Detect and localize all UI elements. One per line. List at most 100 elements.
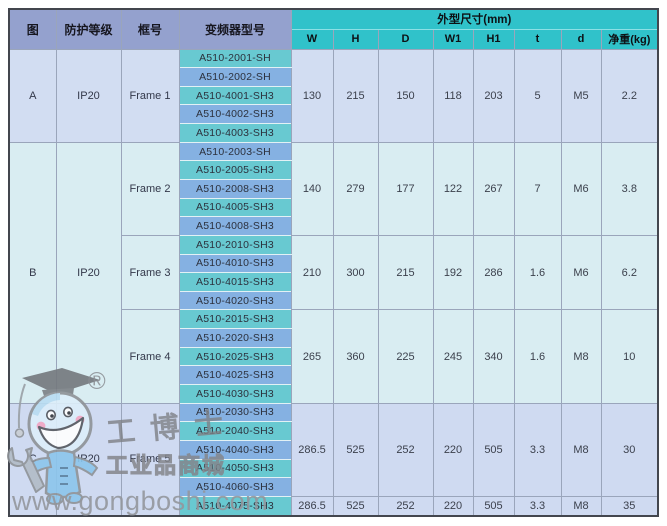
dim-h: 525 xyxy=(332,402,379,497)
header-figure: 图 xyxy=(8,8,57,50)
model-cell: A510-4040-SH3 xyxy=(178,439,292,460)
dim-h: 360 xyxy=(332,309,379,404)
table-row: A IP20 Frame 1 A510-2001-SH 130 215 150 … xyxy=(8,48,659,143)
dim-w1: 192 xyxy=(432,234,474,311)
dim-h1: 286 xyxy=(472,234,515,311)
dim-h1: 505 xyxy=(472,402,515,497)
dim-t: 3.3 xyxy=(513,402,562,497)
model-cell: A510-4020-SH3 xyxy=(178,290,292,311)
dim-w: 265 xyxy=(290,309,334,404)
dim-w1: 220 xyxy=(432,402,474,497)
table-row: A510-4002-SH3 xyxy=(9,104,658,125)
frame-cell: Frame 4 xyxy=(120,309,180,404)
table-row: Frame 3 A510-2010-SH3 210 300 215 192 28… xyxy=(9,234,659,311)
header-dimensions-group: 外型尺寸(mm) xyxy=(290,8,659,30)
dim-h: 525 xyxy=(332,495,379,517)
model-cell: A510-4075-SH3 xyxy=(178,495,292,517)
dim-h1: 340 xyxy=(472,309,515,404)
table-row: C IP20 Frame 5 A510-2030-SH3 286.5 525 2… xyxy=(8,402,659,517)
protection-cell: IP20 xyxy=(55,48,122,143)
model-cell: A510-2040-SH3 xyxy=(178,421,292,441)
dim-t: 5 xyxy=(513,48,562,143)
table-row: A510-2008-SH3 xyxy=(9,178,658,199)
header-dim-h: H xyxy=(332,28,379,50)
dim-t: 3.3 xyxy=(513,495,562,517)
dim-h: 215 xyxy=(332,48,379,143)
frame-cell: Frame 3 xyxy=(120,234,180,311)
table-row: A510-4030-SH3 xyxy=(9,384,658,404)
frame-cell: Frame 5 xyxy=(120,402,180,517)
dim-t: 1.6 xyxy=(513,234,562,311)
model-cell: A510-4060-SH3 xyxy=(178,477,292,497)
figure-cell: C xyxy=(8,402,57,517)
table-row: A510-4005-SH3 xyxy=(9,197,658,218)
spec-table: 图 防护等级 框号 变频器型号 外型尺寸(mm) W H D W1 H1 t d… xyxy=(8,8,660,517)
dim-weight: 35 xyxy=(600,495,659,517)
table-row: Frame 4 A510-2015-SH3 265 360 225 245 34… xyxy=(9,309,659,404)
header-model: 变频器型号 xyxy=(178,8,292,50)
dim-w: 140 xyxy=(290,141,334,236)
dim-d: 252 xyxy=(377,402,434,497)
protection-cell: IP20 xyxy=(55,402,122,517)
table-row: A510-2002-SH xyxy=(9,67,658,87)
model-cell: A510-2003-SH xyxy=(178,141,292,162)
dim-w: 286.5 xyxy=(290,495,334,517)
figure-cell: A xyxy=(8,48,57,143)
dim-d: 150 xyxy=(377,48,434,143)
table-row: A510-4075-SH3 286.5 525 252 220 505 3.3 … xyxy=(9,495,659,517)
dim-d: 215 xyxy=(377,234,434,311)
model-cell: A510-2015-SH3 xyxy=(178,309,292,330)
table-row: A510-4001-SH3 xyxy=(9,85,658,106)
model-cell: A510-2005-SH3 xyxy=(178,160,292,180)
model-cell: A510-4015-SH3 xyxy=(178,272,292,292)
table-row: A510-4040-SH3 xyxy=(9,439,658,460)
header-protection: 防护等级 xyxy=(55,8,122,50)
dim-screw: M5 xyxy=(560,48,602,143)
dim-screw: M6 xyxy=(560,234,602,311)
model-cell: A510-4002-SH3 xyxy=(178,104,292,125)
model-cell: A510-2020-SH3 xyxy=(178,328,292,348)
model-cell: A510-4010-SH3 xyxy=(178,253,292,274)
model-cell: A510-2025-SH3 xyxy=(178,346,292,367)
dim-t: 7 xyxy=(513,141,562,236)
frame-cell: Frame 1 xyxy=(120,48,180,143)
protection-cell: IP20 xyxy=(55,141,122,404)
model-cell: A510-4001-SH3 xyxy=(178,85,292,106)
dim-weight: 30 xyxy=(600,402,659,497)
table-row: A510-4015-SH3 xyxy=(9,272,658,292)
dim-w: 210 xyxy=(290,234,334,311)
model-cell: A510-2010-SH3 xyxy=(178,234,292,255)
dim-w1: 220 xyxy=(432,495,474,517)
table-row: A510-4050-SH3 xyxy=(9,458,658,479)
dim-h: 279 xyxy=(332,141,379,236)
table-row: A510-4025-SH3 xyxy=(9,365,658,386)
model-cell: A510-2030-SH3 xyxy=(178,402,292,423)
figure-cell: B xyxy=(8,141,57,404)
model-cell: A510-2002-SH xyxy=(178,67,292,87)
dim-w1: 245 xyxy=(432,309,474,404)
dim-weight: 3.8 xyxy=(600,141,659,236)
model-cell: A510-2008-SH3 xyxy=(178,178,292,199)
dim-screw: M8 xyxy=(560,495,602,517)
header-dim-d2: d xyxy=(560,28,602,50)
dim-d: 252 xyxy=(377,495,434,517)
header-dim-t: t xyxy=(513,28,562,50)
table-row: A510-2005-SH3 xyxy=(9,160,658,180)
model-cell: A510-4050-SH3 xyxy=(178,458,292,479)
dim-weight: 10 xyxy=(600,309,659,404)
header-dim-weight: 净重(kg) xyxy=(600,28,659,50)
header-dim-w: W xyxy=(290,28,334,50)
dim-screw: M6 xyxy=(560,141,602,236)
model-cell: A510-4003-SH3 xyxy=(178,123,292,143)
model-cell: A510-4025-SH3 xyxy=(178,365,292,386)
model-cell: A510-4005-SH3 xyxy=(178,197,292,218)
dim-d: 177 xyxy=(377,141,434,236)
model-cell: A510-4008-SH3 xyxy=(178,216,292,236)
header-frame: 框号 xyxy=(120,8,180,50)
dim-weight: 2.2 xyxy=(600,48,659,143)
dim-w: 130 xyxy=(290,48,334,143)
dim-weight: 6.2 xyxy=(600,234,659,311)
table-row: B IP20 Frame 2 A510-2003-SH 140 279 177 … xyxy=(8,141,659,404)
dim-w: 286.5 xyxy=(290,402,334,497)
